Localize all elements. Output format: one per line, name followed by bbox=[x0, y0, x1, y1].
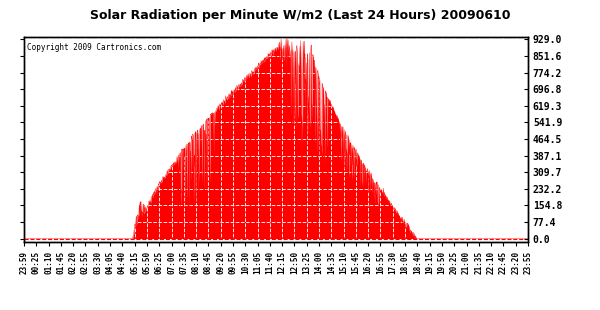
Text: Solar Radiation per Minute W/m2 (Last 24 Hours) 20090610: Solar Radiation per Minute W/m2 (Last 24… bbox=[90, 9, 510, 22]
Text: Copyright 2009 Cartronics.com: Copyright 2009 Cartronics.com bbox=[26, 43, 161, 52]
